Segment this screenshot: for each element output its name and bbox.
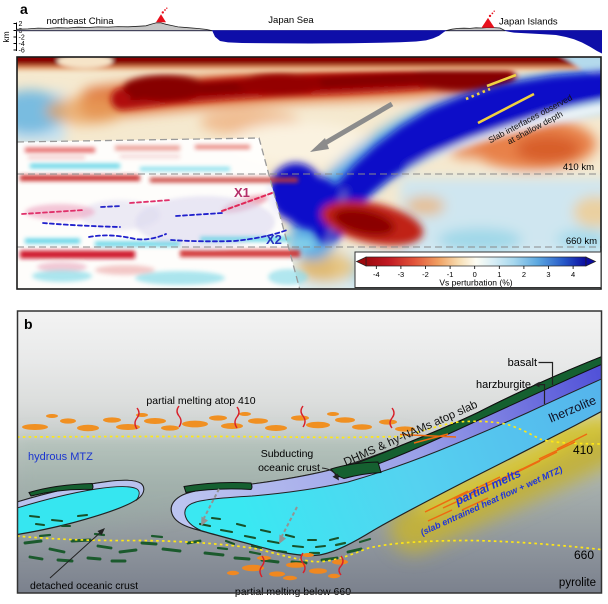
svg-text:0: 0 <box>19 28 23 35</box>
svg-text:partial melting atop 410: partial melting atop 410 <box>146 395 255 407</box>
svg-text:pyrolite: pyrolite <box>559 577 596 589</box>
svg-text:4: 4 <box>571 270 575 279</box>
svg-text:-2: -2 <box>422 270 429 279</box>
svg-text:a: a <box>20 1 28 17</box>
svg-text:oceanic crust: oceanic crust <box>258 462 320 474</box>
svg-text:-4: -4 <box>19 41 25 48</box>
svg-text:410: 410 <box>573 443 593 457</box>
svg-text:Subducting: Subducting <box>261 448 314 460</box>
svg-text:3: 3 <box>546 270 550 279</box>
svg-text:X1: X1 <box>234 185 250 200</box>
svg-text:Japan Islands: Japan Islands <box>499 17 558 28</box>
svg-text:660: 660 <box>574 548 594 562</box>
svg-text:harzburgite: harzburgite <box>476 379 531 391</box>
svg-text:660 km: 660 km <box>566 236 597 247</box>
svg-text:-1: -1 <box>447 270 454 279</box>
svg-text:2: 2 <box>19 21 23 28</box>
svg-text:0: 0 <box>473 270 477 279</box>
svg-text:-3: -3 <box>398 270 405 279</box>
svg-text:410 km: 410 km <box>563 162 594 173</box>
svg-text:X2: X2 <box>266 232 282 247</box>
svg-text:basalt: basalt <box>508 357 537 369</box>
svg-text:partial melting below 660: partial melting below 660 <box>235 586 351 598</box>
svg-text:b: b <box>24 316 33 332</box>
svg-text:-4: -4 <box>373 270 380 279</box>
svg-text:northeast China: northeast China <box>46 16 114 27</box>
svg-text:detached oceanic crust: detached oceanic crust <box>30 580 138 592</box>
svg-text:2: 2 <box>522 270 526 279</box>
svg-text:1: 1 <box>497 270 501 279</box>
svg-text:-6: -6 <box>19 48 25 55</box>
svg-text:Japan Sea: Japan Sea <box>268 15 314 26</box>
svg-text:Vs perturbation (%): Vs perturbation (%) <box>439 278 512 288</box>
svg-text:hydrous MTZ: hydrous MTZ <box>28 451 93 463</box>
svg-text:-2: -2 <box>19 35 25 42</box>
svg-text:km: km <box>1 31 11 42</box>
